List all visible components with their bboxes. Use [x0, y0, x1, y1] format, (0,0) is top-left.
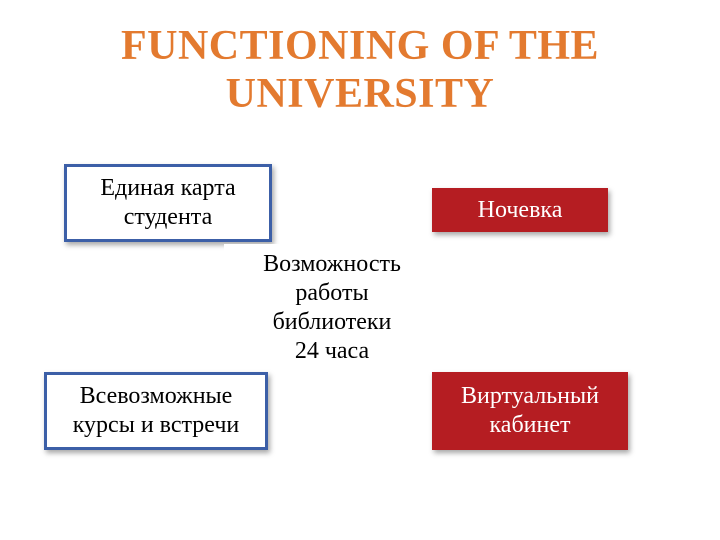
box-top-left: Единая картастудента [64, 164, 272, 242]
box-bottom-left: Всевозможныекурсы и встречи [44, 372, 268, 450]
corner-accent [540, 518, 720, 540]
box-center: Возможностьработыбиблиотеки24 часа [224, 244, 440, 372]
slide-title: FUNCTIONING OF THEUNIVERSITY [0, 22, 720, 119]
box-bottom-right: Виртуальныйкабинет [432, 372, 628, 450]
box-top-right: Ночевка [432, 188, 608, 232]
